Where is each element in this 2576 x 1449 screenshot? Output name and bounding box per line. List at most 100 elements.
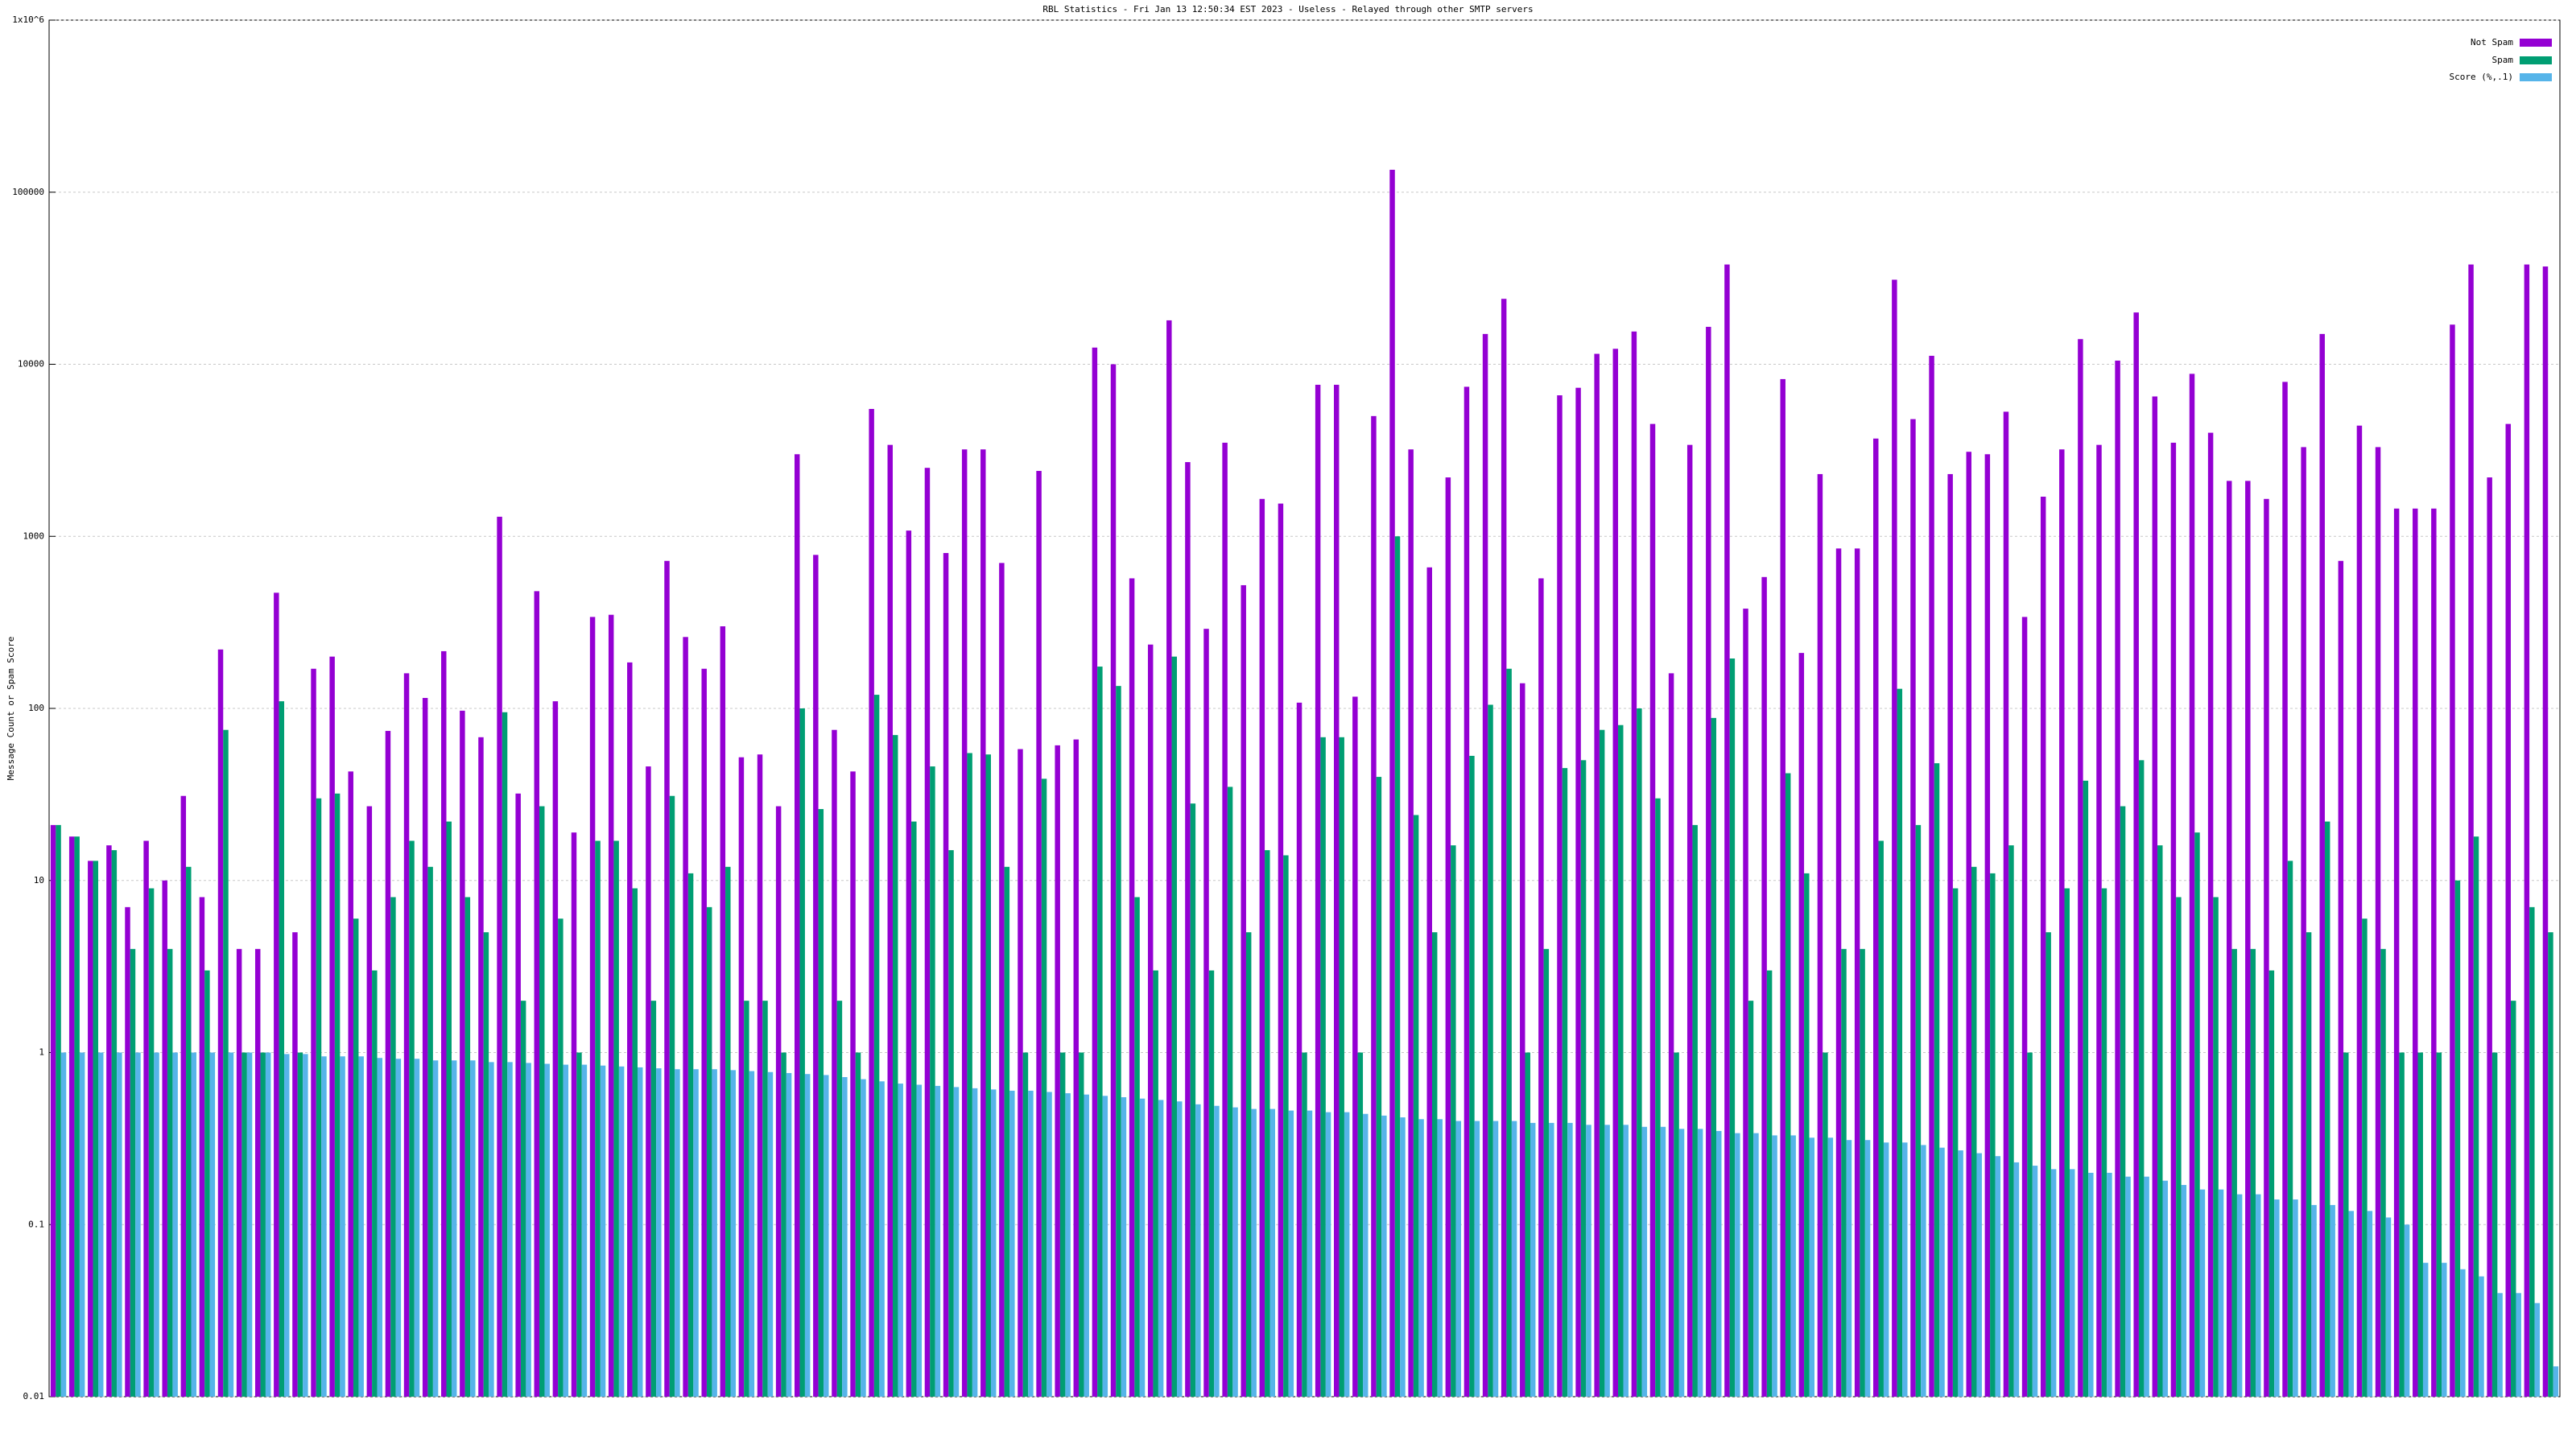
bar: [60, 1052, 67, 1397]
bar: [242, 1052, 247, 1397]
bar: [2218, 1189, 2224, 1397]
bar: [2115, 360, 2120, 1397]
bar: [1245, 932, 1252, 1397]
bar: [1748, 1001, 1754, 1397]
bar: [470, 1060, 476, 1397]
legend-label: Spam: [2492, 55, 2514, 65]
bar: [117, 1052, 122, 1397]
bar: [74, 836, 80, 1397]
bar: [260, 1052, 266, 1397]
bar: [1009, 1090, 1015, 1397]
bar: [2226, 481, 2232, 1397]
bar: [2046, 932, 2051, 1397]
y-tick-label: 0.1: [28, 1219, 44, 1229]
bar: [1729, 658, 1736, 1397]
bar: [2189, 374, 2195, 1397]
bar: [2274, 1199, 2280, 1397]
bar: [1873, 438, 1879, 1397]
bar: [1827, 1137, 1834, 1397]
bar: [1575, 387, 1581, 1397]
bar: [824, 1075, 829, 1397]
bar: [2393, 508, 2400, 1397]
bar: [712, 1069, 717, 1397]
bar: [1492, 1121, 1499, 1397]
bar: [1921, 1145, 1926, 1397]
bar: [1251, 1108, 1257, 1397]
bar: [1241, 584, 1246, 1397]
bar: [1947, 473, 1953, 1397]
bar: [2069, 1169, 2075, 1397]
bar: [2450, 324, 2455, 1397]
bar: [1371, 415, 1377, 1397]
bar: [2231, 948, 2237, 1397]
bar: [967, 753, 972, 1397]
bar: [1543, 948, 1550, 1397]
bar: [1092, 347, 1098, 1397]
bar: [1320, 737, 1326, 1397]
bar: [1418, 1119, 1424, 1397]
bar: [2013, 1162, 2020, 1397]
bar: [1841, 948, 1847, 1397]
bar: [2236, 1194, 2243, 1397]
bar: [2343, 1052, 2349, 1397]
bar: [2287, 861, 2293, 1397]
bar: [1153, 970, 1158, 1397]
bar: [1400, 1117, 1406, 1397]
bar: [1641, 1126, 1648, 1397]
bar: [1892, 279, 1897, 1397]
bar: [446, 821, 452, 1397]
bar: [1488, 704, 1493, 1397]
bar: [1455, 1121, 1462, 1397]
bar: [1525, 1052, 1530, 1397]
bar: [502, 712, 508, 1397]
bar: [125, 906, 130, 1397]
bar: [1185, 462, 1191, 1397]
bar: [403, 673, 410, 1397]
bar: [1753, 1133, 1759, 1397]
bar: [1674, 1052, 1679, 1397]
bar: [2362, 919, 2368, 1397]
bar: [650, 1001, 657, 1397]
bar: [2170, 442, 2177, 1397]
bar: [1227, 786, 1233, 1397]
bar: [1649, 423, 1656, 1397]
bar: [507, 1062, 513, 1397]
bar: [111, 850, 118, 1397]
bar: [693, 1069, 699, 1397]
bar: [246, 1052, 253, 1397]
bar: [687, 873, 694, 1397]
bar: [1408, 449, 1414, 1397]
bar: [68, 836, 75, 1397]
bar: [1612, 349, 1619, 1397]
bar: [1394, 536, 1401, 1397]
bar: [1785, 773, 1791, 1397]
bar: [2120, 806, 2126, 1397]
bar: [1195, 1104, 1201, 1397]
bar: [1864, 1140, 1871, 1397]
bar: [1530, 1122, 1536, 1397]
bar: [1208, 970, 1215, 1397]
bar: [632, 888, 638, 1397]
bar: [1110, 364, 1117, 1397]
bar: [526, 1063, 531, 1397]
bar: [749, 1071, 755, 1397]
bar: [1004, 866, 1010, 1397]
bar: [1055, 745, 1060, 1397]
legend-label: Not Spam: [2471, 37, 2513, 47]
bar: [656, 1068, 662, 1397]
bar: [1929, 355, 1934, 1397]
bar: [813, 555, 819, 1397]
bar: [948, 850, 954, 1397]
bar: [2144, 1176, 2149, 1397]
bar: [451, 1060, 457, 1397]
bar: [2422, 1262, 2429, 1397]
bar: [1203, 629, 1209, 1397]
bar: [2491, 1052, 2498, 1397]
bar: [595, 840, 601, 1397]
bar: [1984, 454, 1991, 1397]
bar: [1288, 1110, 1294, 1397]
bar: [786, 1072, 792, 1397]
bar: [2064, 888, 2070, 1397]
bar: [1177, 1101, 1183, 1397]
bar: [1232, 1107, 1238, 1397]
